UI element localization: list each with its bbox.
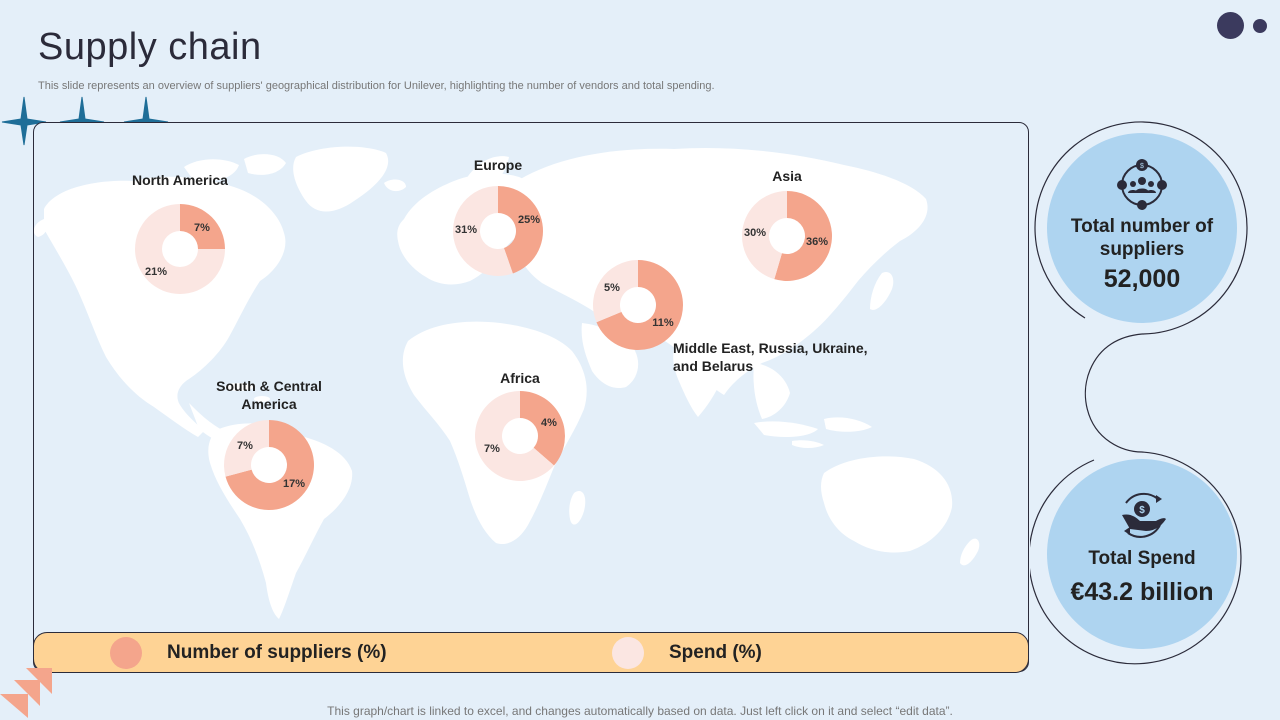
- data-label-spend-africa: 7%: [484, 443, 500, 455]
- donut-chart-north-america: 7% 21%: [135, 204, 225, 294]
- data-label-suppliers-asia: 36%: [806, 236, 828, 248]
- money-hand-icon: $: [1122, 492, 1166, 538]
- slice-spend-north-america: [135, 204, 225, 294]
- total-suppliers-label: Total number of suppliers: [1070, 216, 1214, 260]
- total-spend-card: $ Total Spend €43.2 billion: [1047, 459, 1237, 649]
- data-label-spend-asia: 30%: [744, 227, 766, 239]
- footer-note: This graph/chart is linked to excel, and…: [327, 704, 953, 718]
- total-suppliers-card: $ Total number of suppliers 52,000: [1047, 133, 1237, 323]
- svg-text:$: $: [1139, 505, 1145, 516]
- region-label-north-america: North America: [132, 172, 228, 188]
- data-label-spend-europe: 31%: [455, 224, 477, 236]
- suppliers-legend-label: Number of suppliers (%): [167, 642, 387, 663]
- data-label-spend-middle-east-russia-ukraine-and-belarus: 5%: [604, 282, 620, 294]
- data-label-suppliers-middle-east-russia-ukraine-and-belarus: 11%: [652, 317, 674, 329]
- donut-chart-europe: 25% 31%: [453, 186, 543, 276]
- svg-text:$: $: [1140, 163, 1144, 170]
- slice-suppliers-south-central-america: [225, 420, 314, 510]
- spend-legend-label: Spend (%): [669, 642, 762, 663]
- donut-chart-middle-east-russia-ukraine-and-belarus: 11% 5%: [593, 260, 683, 350]
- data-label-spend-north-america: 21%: [145, 266, 167, 278]
- slice-spend-south-central-america: [224, 420, 269, 477]
- slice-suppliers-middle-east-russia-ukraine-and-belarus: [596, 260, 683, 350]
- slice-spend-africa: [475, 391, 555, 481]
- region-label-middle-east-russia-ukraine-and-belarus: Middle East, Russia, Ukraine, and Belaru…: [673, 340, 868, 374]
- donut-chart-south-central-america: 17% 7%: [224, 420, 314, 510]
- donut-chart-asia: 36% 30%: [742, 191, 832, 281]
- slice-suppliers-africa: [520, 391, 565, 466]
- page-subtitle: This slide represents an overview of sup…: [38, 80, 715, 92]
- world-map-panel: North America Europe Asia Middle East, Russ…: [33, 122, 1029, 672]
- donut-chart-africa: 4% 7%: [475, 391, 565, 481]
- region-label-africa: Africa: [500, 370, 540, 386]
- decorative-dot-large: [1217, 12, 1244, 39]
- data-label-suppliers-africa: 4%: [541, 417, 557, 429]
- region-label-south-central-america: South & Central America: [216, 378, 322, 412]
- spend-legend-swatch: [612, 637, 644, 669]
- total-suppliers-value: 52,000: [1103, 265, 1181, 293]
- data-label-suppliers-south-central-america: 17%: [283, 478, 305, 490]
- stat-connector-outline: [1030, 121, 1248, 665]
- decorative-dot-small: [1253, 19, 1267, 33]
- corner-triangles-decoration: [0, 668, 52, 718]
- region-label-europe: Europe: [473, 157, 523, 173]
- total-spend-label: Total Spend: [1088, 548, 1196, 569]
- slice-spend-europe: [453, 186, 513, 276]
- page-title: Supply chain: [38, 26, 262, 68]
- slice-spend-middle-east-russia-ukraine-and-belarus: [593, 260, 638, 323]
- total-spend-value: €43.2 billion: [1070, 578, 1214, 606]
- data-label-suppliers-europe: 25%: [518, 214, 540, 226]
- sparkle-icon: [1, 96, 47, 146]
- data-label-spend-south-central-america: 7%: [237, 440, 253, 452]
- slice-suppliers-north-america: [180, 204, 225, 249]
- legend-bar: Number of suppliers (%) Spend (%): [33, 632, 1029, 673]
- suppliers-legend-swatch: [110, 637, 142, 669]
- slice-suppliers-asia: [774, 191, 832, 281]
- slice-suppliers-europe: [498, 186, 543, 274]
- supplier-network-icon: $: [1117, 159, 1167, 210]
- region-label-asia: Asia: [772, 168, 802, 184]
- slice-spend-asia: [742, 191, 787, 280]
- data-label-suppliers-north-america: 7%: [194, 222, 210, 234]
